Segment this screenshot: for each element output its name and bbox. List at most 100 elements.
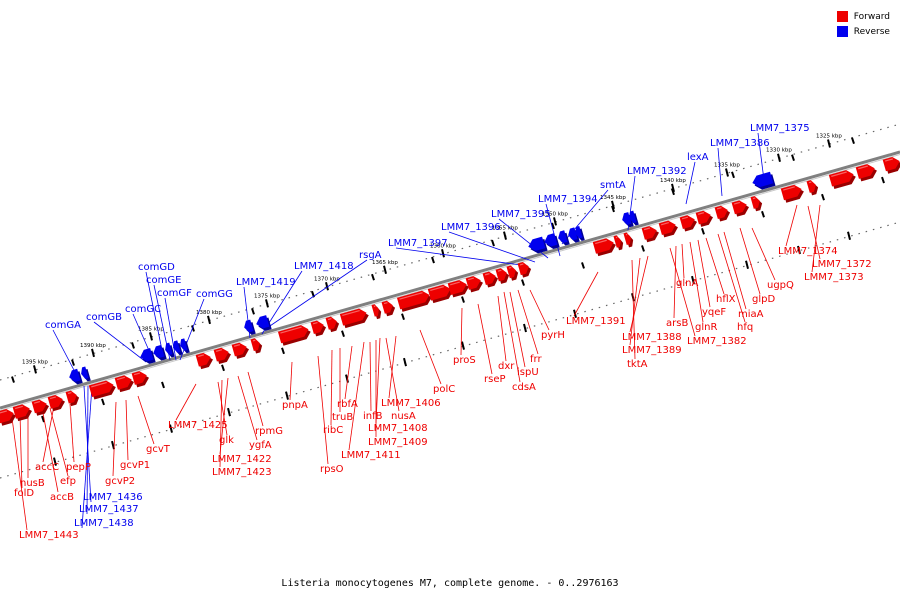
scale-label: 1380 kbp: [196, 310, 222, 316]
forward-gene-label: truB: [332, 412, 353, 423]
legend: Forward Reverse: [836, 9, 890, 39]
forward-gene-arrow: [882, 156, 900, 174]
reverse-gene-label: rsgA: [359, 250, 382, 261]
forward-gene-arrow: [679, 215, 697, 232]
reverse-gene-label: LMM7_1418: [294, 261, 354, 272]
reverse-gene-label-leader: [448, 231, 536, 263]
legend-reverse-label: Reverse: [853, 26, 890, 37]
backbone-tick: [281, 347, 285, 355]
scale-tick: [91, 348, 95, 358]
reverse-gene-label: LMM7_1436: [83, 492, 143, 503]
reverse-gene-label-leader: [263, 259, 368, 331]
reverse-gene-label-leader: [685, 161, 696, 205]
backbone-tick: [581, 262, 585, 269]
forward-gene-label: LMM7_1443: [19, 530, 79, 541]
forward-gene-arrow: [658, 220, 678, 238]
forward-gene-label: miaA: [738, 309, 764, 320]
forward-gene-label: rpmG: [255, 426, 283, 437]
scale-label: 1325 kbp: [816, 133, 842, 139]
forward-gene-arrow: [855, 164, 877, 182]
reverse-gene-label: LMM7_1438: [74, 518, 134, 529]
forward-gene-label: nusA: [391, 411, 416, 422]
reverse-gene-label: smtA: [600, 180, 626, 191]
genes-layer: [0, 156, 900, 426]
forward-gene-label: LMM7_1425: [168, 420, 228, 431]
reverse-gene-arrow: [752, 171, 776, 190]
forward-gene-label: proS: [453, 355, 476, 366]
forward-gene-label: LMM7_1389: [622, 345, 682, 356]
reverse-gene-label: comGA: [45, 320, 81, 331]
forward-gene-label-leader: [375, 337, 381, 424]
forward-gene-label: LMM7_1372: [812, 259, 872, 270]
reverse-gene-arrow: [629, 210, 639, 226]
forward-gene-label-leader: [348, 341, 365, 451]
reverse-swatch: [836, 26, 848, 37]
forward-gene-label: frr: [530, 354, 542, 365]
forward-gene-label-leader: [289, 361, 293, 401]
forward-gene-arrow: [339, 308, 369, 329]
reverse-gene-label: comGF: [157, 288, 192, 299]
forward-gene-arrow: [750, 196, 763, 212]
backbone-tick: [11, 376, 15, 383]
forward-gene-label-leader: [112, 401, 117, 477]
scale-tick: [503, 231, 507, 240]
forward-gene-label-leader: [317, 355, 329, 465]
forward-gene-label: accB: [50, 492, 74, 503]
reverse-gene-arrow: [165, 342, 175, 358]
reverse-gene-label: LMM7_1386: [710, 138, 770, 149]
forward-gene-arrow: [131, 371, 149, 388]
scale-tick-lower: [847, 231, 851, 241]
forward-gene-label-leader: [509, 291, 526, 368]
forward-gene-arrow: [31, 399, 49, 416]
forward-gene-arrow: [396, 290, 432, 312]
forward-gene-arrow: [447, 280, 469, 298]
reverse-gene-label: LMM7_1419: [236, 277, 296, 288]
forward-gene-arrow: [806, 180, 819, 196]
genome-backbone: [0, 150, 900, 410]
scale-tick: [777, 153, 781, 162]
scale-tick-lower: [111, 440, 115, 450]
scale-tick: [33, 365, 37, 374]
forward-gene-label: rbfA: [337, 399, 358, 410]
forward-gene-arrow: [482, 271, 499, 288]
scale-tick-lower: [691, 275, 695, 285]
backbone-tick: [491, 239, 495, 247]
forward-gene-label: ugpQ: [767, 280, 794, 291]
backbone-tick: [821, 193, 825, 201]
genome-backbone-shadow: [0, 154, 900, 411]
forward-gene-label: folD: [14, 488, 34, 499]
backbone-tick: [731, 171, 735, 179]
scale-label: 1385 kbp: [138, 326, 164, 332]
backbone-layer: [0, 150, 900, 411]
backbone-tick: [701, 228, 705, 235]
gene-labels-layer: LMM7_1375LMM7_1386lexALMM7_1392smtALMM7_…: [14, 123, 872, 541]
forward-gene-label-leader: [385, 337, 400, 412]
forward-gene-label: ygfA: [249, 440, 272, 451]
forward-gene-label: rseP: [484, 374, 506, 385]
forward-gene-label-leader: [237, 375, 258, 441]
forward-gene-label-leader: [344, 345, 353, 400]
backbone-tick: [101, 398, 105, 406]
reverse-gene-label: comGD: [138, 262, 175, 273]
forward-gene-label-leader: [807, 205, 821, 260]
forward-gene-label: LMM7_1388: [622, 332, 682, 343]
forward-gene-label: pyrH: [541, 330, 565, 341]
reverse-gene-arrow: [575, 225, 585, 241]
forward-gene-label: arsB: [666, 318, 688, 329]
legend-forward-label: Forward: [853, 11, 890, 22]
forward-gene-label: LMM7_1409: [368, 437, 428, 448]
forward-gene-label-leader: [137, 395, 155, 445]
forward-gene-label-leader: [41, 407, 59, 493]
reverse-gene-label-leader: [395, 247, 529, 267]
reverse-gene-label: LMM7_1396: [441, 222, 501, 233]
forward-gene-label-leader: [705, 237, 725, 295]
scale-tick: [725, 168, 729, 177]
scale-tick: [207, 315, 211, 325]
forward-gene-label: glnA: [676, 278, 698, 289]
scale-tick: [149, 332, 153, 341]
backbone-tick: [671, 188, 675, 196]
forward-gene-label-leader: [219, 379, 223, 468]
forward-gene-arrow: [506, 265, 519, 281]
scale-tick: [383, 265, 387, 275]
forward-gene-label: gcvP2: [105, 476, 135, 487]
